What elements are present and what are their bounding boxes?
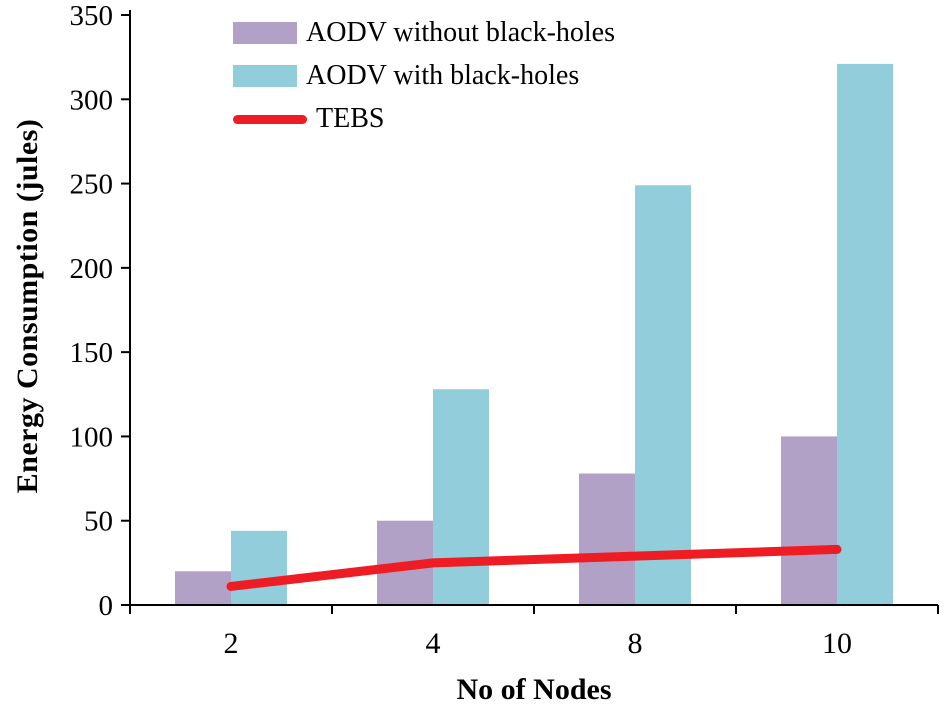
bar-series1-cat4 xyxy=(433,389,489,605)
bar-series0-cat8 xyxy=(579,473,635,605)
x-tick-label: 4 xyxy=(426,627,441,660)
y-tick-label: 50 xyxy=(84,506,113,538)
y-tick-label: 350 xyxy=(70,0,114,32)
bar-series1-cat8 xyxy=(635,185,691,605)
y-tick-label: 250 xyxy=(70,169,114,201)
x-tick-label: 2 xyxy=(224,627,239,660)
legend-label-aodv-with-blackholes: AODV with black-holes xyxy=(306,60,580,91)
y-axis-title: Energy Consumption (jules) xyxy=(11,118,44,494)
legend-swatch-tebs-line xyxy=(233,114,307,124)
y-tick-label: 300 xyxy=(70,84,114,116)
bar-series1-cat10 xyxy=(837,63,893,605)
legend-label-aodv-without-blackholes: AODV without black-holes xyxy=(306,17,615,48)
bar-series0-cat2 xyxy=(175,571,231,605)
x-tick-label: 8 xyxy=(628,627,643,660)
legend: AODV without black-holes AODV with black… xyxy=(233,17,615,134)
legend-swatch-aodv-with-blackholes xyxy=(233,65,297,87)
legend-item-tebs: TEBS xyxy=(233,103,615,134)
bar-series0-cat10 xyxy=(781,436,837,605)
legend-label-tebs: TEBS xyxy=(316,103,385,134)
y-tick-label: 200 xyxy=(70,253,114,285)
y-tick-label: 150 xyxy=(70,337,114,369)
legend-item-aodv-without-blackholes: AODV without black-holes xyxy=(233,17,615,48)
y-tick-label: 100 xyxy=(70,421,114,453)
bar-series1-cat2 xyxy=(231,530,287,605)
y-tick-label: 0 xyxy=(99,590,114,622)
x-tick-label: 10 xyxy=(822,627,852,660)
legend-swatch-aodv-without-blackholes xyxy=(233,22,297,44)
x-axis-title: No of Nodes xyxy=(456,673,612,706)
line-tebs xyxy=(226,544,842,591)
legend-item-aodv-with-blackholes: AODV with black-holes xyxy=(233,60,615,91)
